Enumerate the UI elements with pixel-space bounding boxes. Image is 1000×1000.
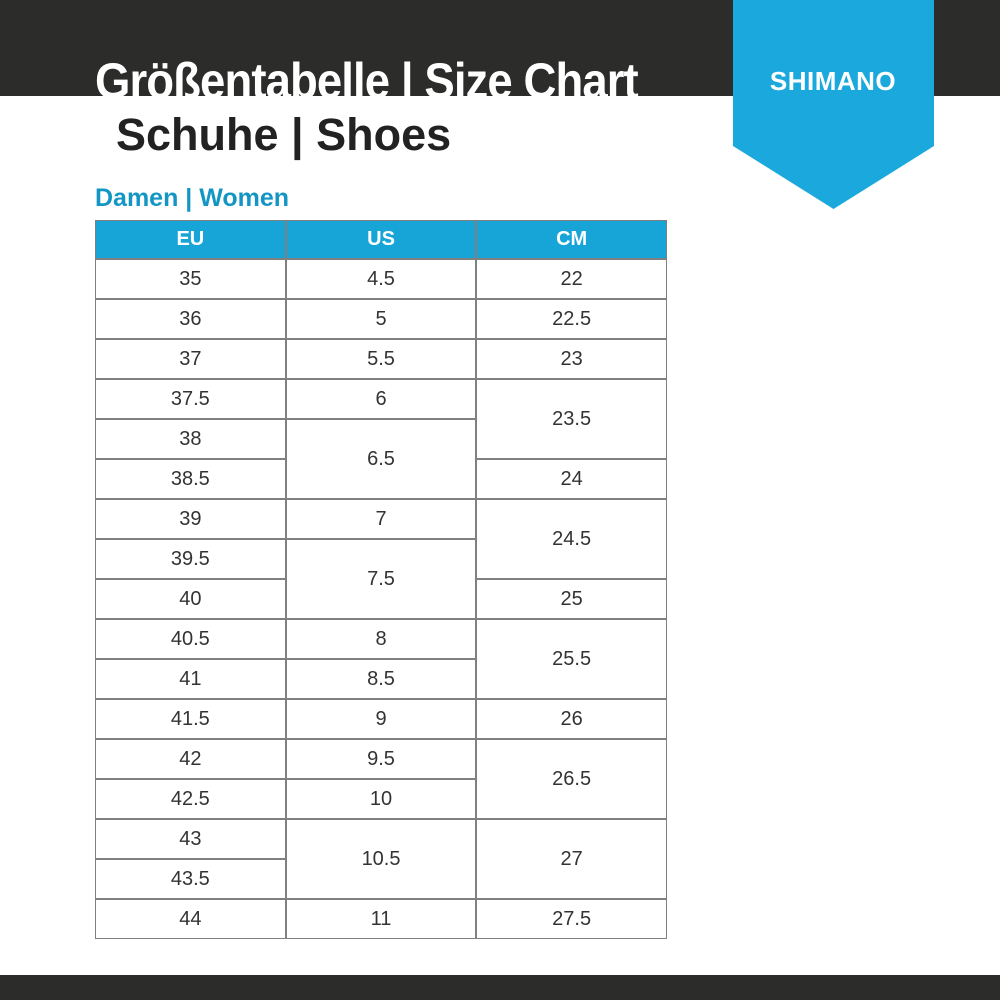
- svg-text:SHIMANO: SHIMANO: [770, 66, 896, 96]
